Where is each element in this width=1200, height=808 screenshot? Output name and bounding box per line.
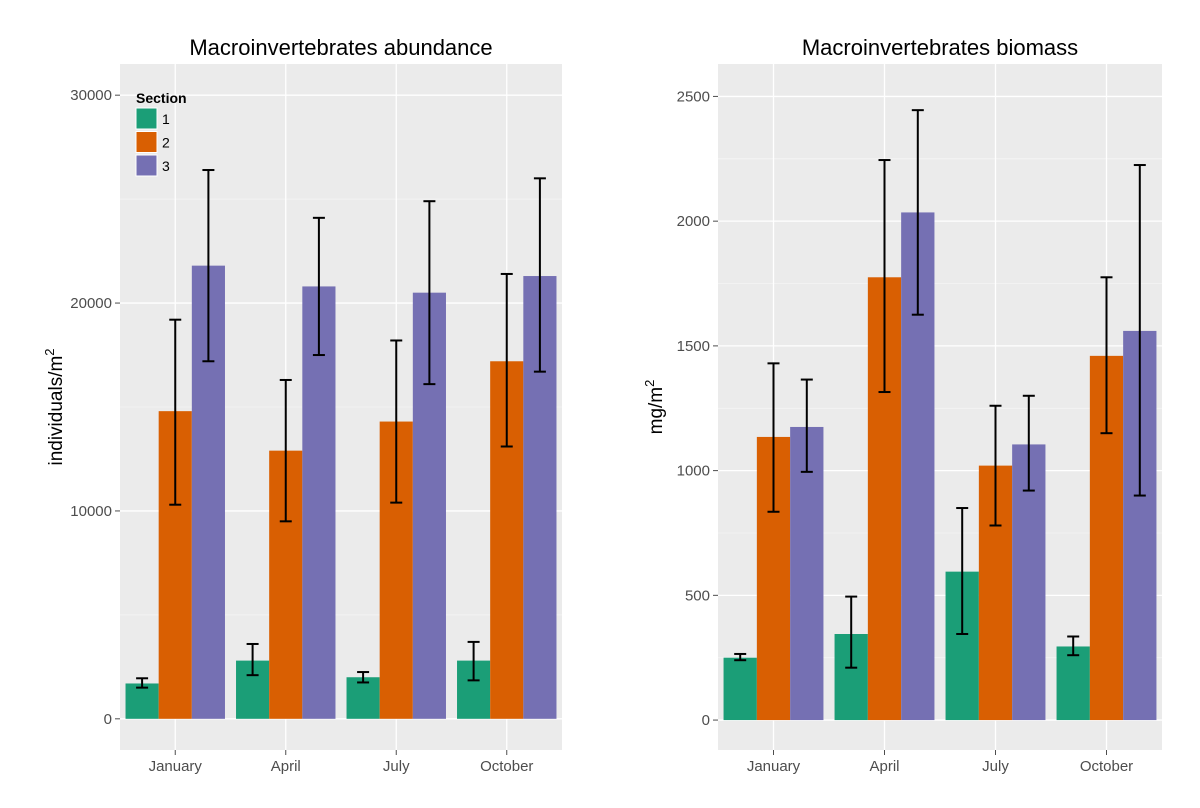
bar-section-1-january [723,657,757,721]
error-bar-section-2-january [169,318,182,506]
error-bar-section-2-july [390,339,403,504]
legend-label-2: 2 [162,135,170,151]
bar-section-1-october [1056,646,1090,721]
y-axis-label-text: individuals/m [46,356,67,466]
bar-section-3-january [790,426,824,721]
error-bar-section-3-april [911,109,924,316]
error-bar-section-3-october [1133,164,1146,497]
panel-2: 0 500 1000 1500 2000 2500 January April July Octo… [642,35,1162,775]
bar-section-3-april [302,286,336,719]
x-tick-label: October [480,758,533,775]
y-axis-label-superscript: 2 [42,348,57,355]
bar-section-1-july [346,677,380,719]
error-bar-section-3-july [1022,394,1035,492]
legend-title: Section [136,90,187,106]
y-tick-label: 1500 [677,338,710,355]
error-bar-section-1-july [357,671,370,684]
x-tick-label: July [383,758,410,775]
error-bar-section-1-july [956,507,969,636]
x-tick-label: January [149,758,203,775]
y-tick-label: 0 [104,711,112,728]
error-bar-section-1-october [1067,635,1080,657]
error-bar-section-2-january [767,362,780,513]
chart-title: Macroinvertebrates biomass [802,35,1078,60]
y-tick-label: 500 [685,587,710,604]
y-axis-label: mg/m2 [642,380,667,435]
error-bar-section-1-april [845,595,858,669]
error-bar-section-2-april [279,378,292,523]
y-tick-label: 2500 [677,88,710,105]
error-bar-section-2-july [989,404,1002,527]
x-tick-label: January [747,758,801,775]
y-axis-label-text: mg/m [646,387,667,435]
x-tick-label: October [1080,758,1133,775]
legend-key-3 [135,154,158,177]
y-axis-label-superscript: 2 [642,380,657,387]
error-bar-section-3-january [202,169,215,363]
legend-label-3: 3 [162,158,170,174]
y-tick-label: 20000 [70,295,112,312]
error-bar-section-1-october [467,640,480,682]
y-tick-label: 0 [702,712,710,729]
y-axis-label: individuals/m2 [42,348,67,465]
chart-title: Macroinvertebrates abundance [189,35,492,60]
y-tick-label: 1000 [677,463,710,480]
legend-key-1 [135,107,158,130]
bar-section-1-january [125,683,159,719]
y-tick-label: 10000 [70,503,112,520]
x-tick-label: April [869,758,899,775]
y-tick-label: 2000 [677,213,710,230]
error-bar-section-3-july [423,200,436,386]
error-bar-section-1-april [246,642,259,677]
y-tick-label: 30000 [70,87,112,104]
panel-1: 0 10000 20000 30000 January April July October M… [42,35,562,775]
error-bar-section-1-january [136,677,149,689]
legend-key-2 [135,131,158,153]
error-bar-section-3-april [312,216,325,357]
error-bar-section-2-april [878,159,891,394]
error-bar-section-3-october [533,177,546,373]
x-tick-label: April [271,758,301,775]
error-bar-section-3-january [800,378,813,473]
legend: Section 1 2 3 [135,90,187,177]
error-bar-section-1-january [734,652,747,662]
legend-label-1: 1 [162,111,170,127]
error-bar-section-2-october [500,272,513,448]
x-tick-label: July [982,758,1009,775]
error-bar-section-2-october [1100,276,1113,435]
